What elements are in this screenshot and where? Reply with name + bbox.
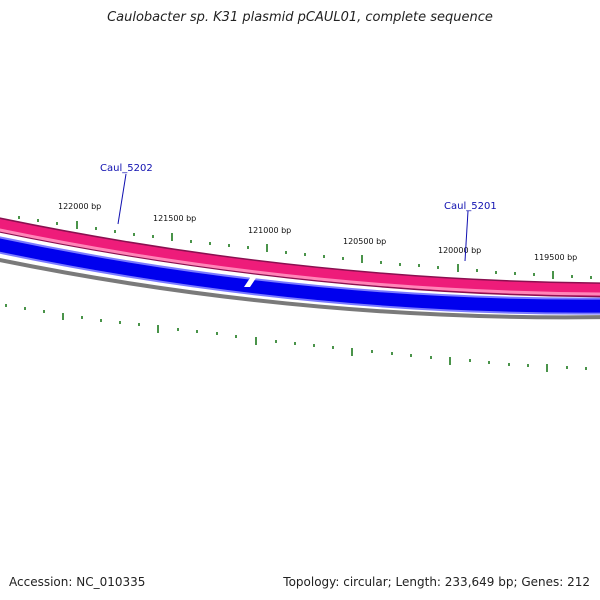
summary-text: Topology: circular; Length: 233,649 bp; …	[283, 575, 590, 589]
gene-label-caul-5202[interactable]: Caul_5202	[100, 163, 153, 225]
ruler-label: 119500 bp	[534, 253, 577, 262]
ruler-label: 120000 bp	[438, 246, 481, 255]
leader-line	[464, 210, 469, 262]
gene-label-text[interactable]: Caul_5201	[444, 201, 497, 212]
outer-tick-row	[18, 216, 592, 279]
gene-caul-5202-arrow[interactable]	[0, 218, 600, 296]
inner-tick-row	[5, 304, 587, 372]
gene-caul-5201-arrow[interactable]	[0, 238, 600, 313]
accession-text: Accession: NC_010335	[9, 575, 146, 589]
leader-line	[117, 173, 127, 225]
forward-strand-highlight	[0, 228, 600, 296]
ruler-label: 120500 bp	[343, 237, 386, 246]
sequence-backbone	[0, 257, 600, 320]
ruler-label: 121500 bp	[153, 214, 196, 223]
gene-label-text[interactable]: Caul_5202	[100, 163, 153, 174]
ruler-label: 121000 bp	[248, 226, 291, 235]
map-title: Caulobacter sp. K31 plasmid pCAUL01, com…	[107, 10, 493, 25]
ruler-label: 122000 bp	[58, 202, 101, 211]
gene-label-caul-5201[interactable]: Caul_5201	[444, 201, 497, 262]
